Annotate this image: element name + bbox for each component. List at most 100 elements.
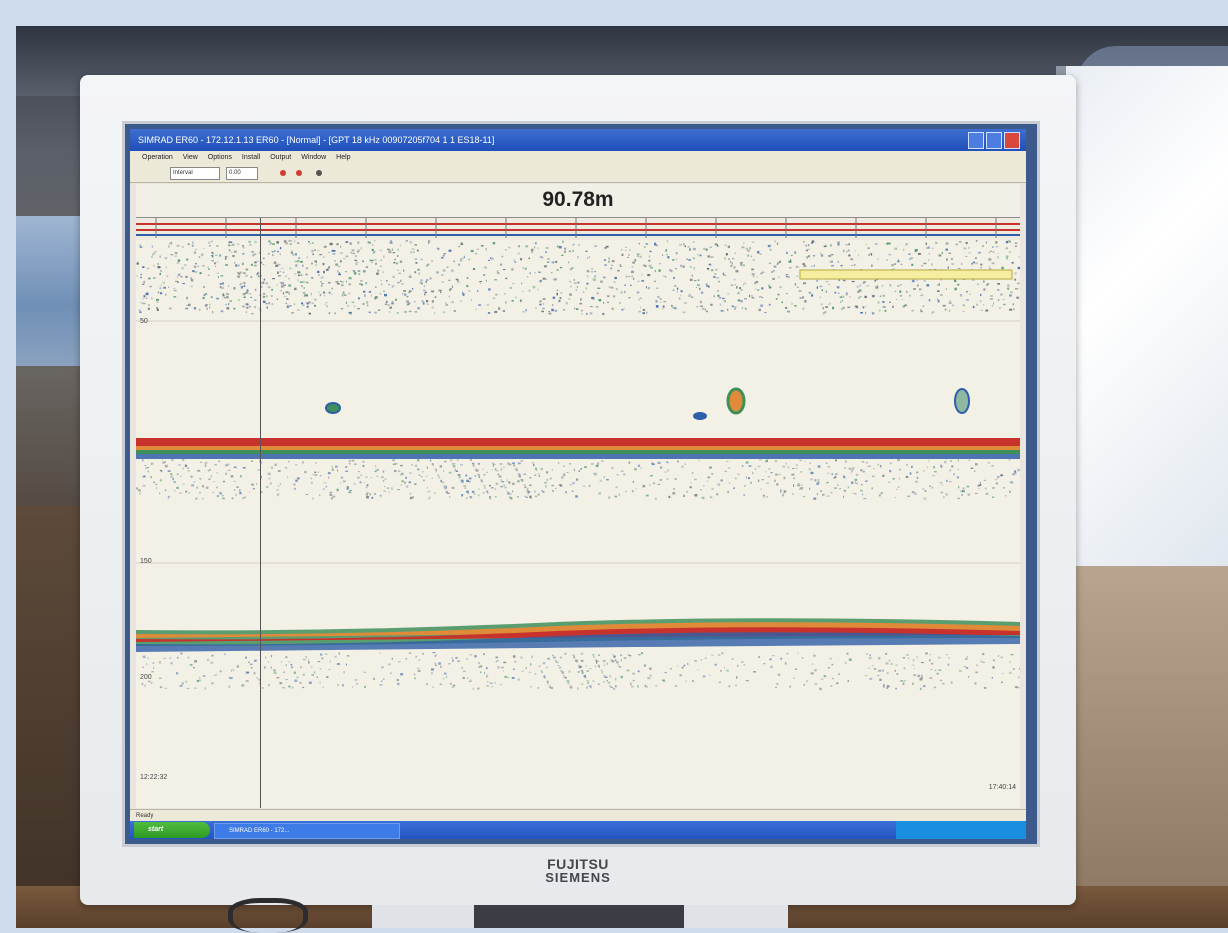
taskbar-item-simrad[interactable]: SIMRAD ER60 - 172... [214, 823, 400, 839]
echo-speckle [246, 269, 249, 271]
echo-speckle [679, 298, 681, 300]
echo-speckle [946, 258, 948, 260]
echo-speckle [974, 471, 975, 472]
echo-speckle [729, 483, 731, 484]
echo-speckle [697, 669, 698, 670]
tool-icon[interactable] [316, 170, 322, 176]
echo-speckle [522, 671, 524, 672]
echo-speckle [800, 297, 802, 299]
echo-speckle [605, 677, 608, 678]
echo-speckle [438, 474, 440, 476]
echo-speckle [312, 242, 313, 244]
echo-speckle [406, 485, 409, 487]
echo-speckle [639, 256, 641, 258]
echo-speckle [178, 274, 181, 276]
close-button[interactable] [1004, 132, 1020, 149]
echo-speckle [210, 662, 213, 664]
echo-speckle [156, 487, 157, 489]
echo-speckle [963, 488, 965, 490]
echo-speckle [813, 498, 816, 500]
stop-icon[interactable] [296, 170, 302, 176]
echo-speckle [856, 474, 859, 476]
menu-help[interactable]: Help [336, 151, 350, 164]
echo-speckle [866, 462, 868, 464]
echo-speckle [212, 260, 214, 262]
echo-speckle [365, 282, 367, 284]
echo-speckle [868, 668, 870, 669]
echo-speckle [366, 476, 368, 477]
echo-speckle [504, 676, 507, 678]
echo-speckle [748, 477, 750, 479]
echo-speckle [589, 257, 590, 258]
echo-speckle [182, 484, 185, 485]
echo-speckle [427, 467, 428, 469]
echo-speckle [732, 263, 733, 265]
echo-speckle [803, 263, 805, 265]
echo-speckle [208, 267, 209, 268]
record-icon[interactable] [280, 170, 286, 176]
start-button[interactable]: start [134, 822, 210, 838]
echo-speckle [927, 467, 928, 469]
echo-speckle [243, 285, 245, 287]
echo-speckle [963, 666, 966, 667]
echo-speckle [378, 273, 379, 274]
echo-speckle [287, 306, 290, 308]
echo-speckle [281, 661, 282, 663]
echo-speckle [581, 653, 583, 655]
echo-speckle [869, 657, 871, 659]
echo-speckle [440, 666, 441, 668]
echo-speckle [449, 296, 450, 297]
echo-speckle [966, 291, 968, 292]
echo-speckle [189, 492, 190, 493]
echo-speckle [583, 291, 585, 293]
echo-speckle [992, 487, 994, 489]
echo-speckle [428, 497, 429, 499]
echo-speckle [772, 655, 775, 656]
echo-speckle [915, 249, 918, 252]
echo-speckle [863, 498, 866, 499]
echo-speckle [483, 274, 485, 275]
echo-speckle [929, 486, 931, 487]
echo-speckle [251, 264, 253, 266]
echo-speckle [897, 673, 899, 675]
menu-window[interactable]: Window [301, 151, 326, 164]
minimize-button[interactable] [968, 132, 984, 149]
echo-speckle [186, 259, 188, 261]
echo-speckle [795, 283, 796, 286]
menu-install[interactable]: Install [242, 151, 260, 164]
echo-speckle [431, 291, 434, 293]
echo-speckle [940, 464, 941, 466]
echo-speckle [985, 310, 988, 312]
mode-select[interactable]: Interval [170, 167, 220, 180]
echo-speckle [443, 470, 444, 472]
echo-speckle [612, 308, 614, 310]
echo-speckle [322, 283, 324, 284]
menu-options[interactable]: Options [208, 151, 232, 164]
echo-speckle [501, 479, 502, 481]
echo-speckle [903, 249, 904, 251]
echo-speckle [516, 470, 518, 471]
echo-speckle [902, 299, 903, 300]
maximize-button[interactable] [986, 132, 1002, 149]
echo-speckle [187, 468, 189, 469]
echo-speckle [500, 264, 501, 266]
menu-operation[interactable]: Operation [142, 151, 173, 164]
range-field[interactable]: 0.00 [226, 167, 258, 180]
echo-speckle [923, 305, 925, 307]
echo-speckle [425, 292, 427, 293]
echo-speckle [923, 470, 925, 471]
echo-speckle [587, 682, 589, 684]
echo-speckle [707, 481, 709, 482]
echo-speckle [194, 252, 196, 254]
echo-speckle [278, 275, 281, 277]
echo-speckle [401, 473, 403, 475]
echo-speckle [214, 675, 216, 676]
echo-speckle [561, 476, 563, 478]
menu-output[interactable]: Output [270, 151, 291, 164]
echo-speckle [967, 656, 968, 657]
echo-speckle [842, 300, 843, 302]
menu-view[interactable]: View [183, 151, 198, 164]
echo-speckle [138, 489, 141, 491]
echo-speckle [793, 678, 795, 679]
echo-speckle [173, 478, 174, 480]
